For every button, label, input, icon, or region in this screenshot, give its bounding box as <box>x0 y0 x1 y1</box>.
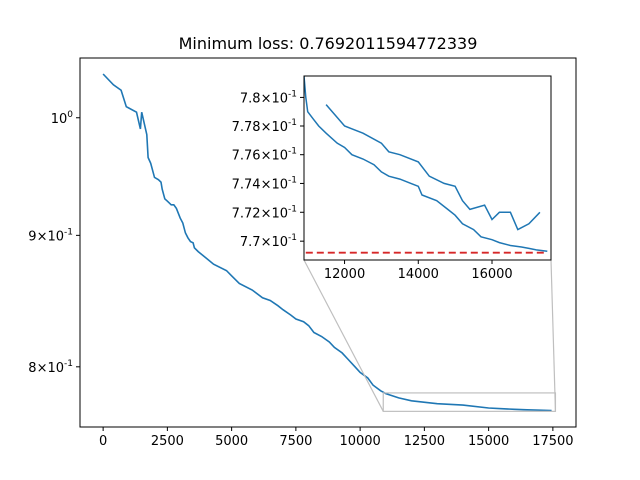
main-y-axis: 100 9×10-1 8×10-1 <box>28 110 80 376</box>
inset-y-tick-label: 7.7×10-1 <box>240 233 297 250</box>
inset-y-tick-label: 7.74×10-1 <box>232 175 297 192</box>
main-x-tick-label: 15000 <box>468 434 509 449</box>
main-x-tick-label: 10000 <box>339 434 380 449</box>
inset-x-tick-label: 14000 <box>398 267 439 282</box>
inset-y-tick-label: 7.76×10-1 <box>232 147 297 164</box>
inset-y-tick-label: 7.78×10-1 <box>232 118 297 135</box>
main-x-tick-label: 2500 <box>151 434 184 449</box>
inset-axes-frame <box>303 75 552 261</box>
inset-plot-area: 12000 14000 16000 7.8×10-1 7.78×10-1 7.76×10… <box>232 75 552 282</box>
main-y-tick-label: 9×10-1 <box>28 227 73 244</box>
inset-loss-line <box>325 104 541 231</box>
main-x-tick-label: 12500 <box>404 434 445 449</box>
inset-background <box>304 76 551 260</box>
main-y-tick-label: 8×10-1 <box>28 359 73 376</box>
inset-y-axis: 7.8×10-1 7.78×10-1 7.76×10-1 7.74×10-1 7.72×… <box>232 89 304 250</box>
main-x-tick-label: 5000 <box>215 434 248 449</box>
chart-title: Minimum loss: 0.7692011594772339 <box>179 34 478 53</box>
zoom-indicator <box>303 259 557 412</box>
main-plot-area: 0 2500 5000 7500 10000 12500 15000 17500 100 9×1… <box>28 57 577 449</box>
inset-series-group <box>304 76 548 254</box>
main-x-axis: 0 2500 5000 7500 10000 12500 15000 17500 <box>99 427 574 449</box>
inset-x-tick-label: 12000 <box>324 267 365 282</box>
zoom-connector-right <box>550 259 557 412</box>
inset-loss-line <box>304 76 548 253</box>
inset-x-tick-label: 16000 <box>471 267 512 282</box>
inset-x-axis: 12000 14000 16000 <box>324 260 513 282</box>
inset-y-tick-label: 7.72×10-1 <box>232 204 297 221</box>
main-x-tick-label: 7500 <box>279 434 312 449</box>
main-axes-frame <box>79 57 577 428</box>
inset-y-tick-label: 7.8×10-1 <box>240 89 297 106</box>
main-x-tick-label: 0 <box>99 434 107 449</box>
main-x-tick-label: 17500 <box>532 434 573 449</box>
zoom-connector-left <box>303 259 384 412</box>
main-y-tick-label: 100 <box>51 110 74 127</box>
